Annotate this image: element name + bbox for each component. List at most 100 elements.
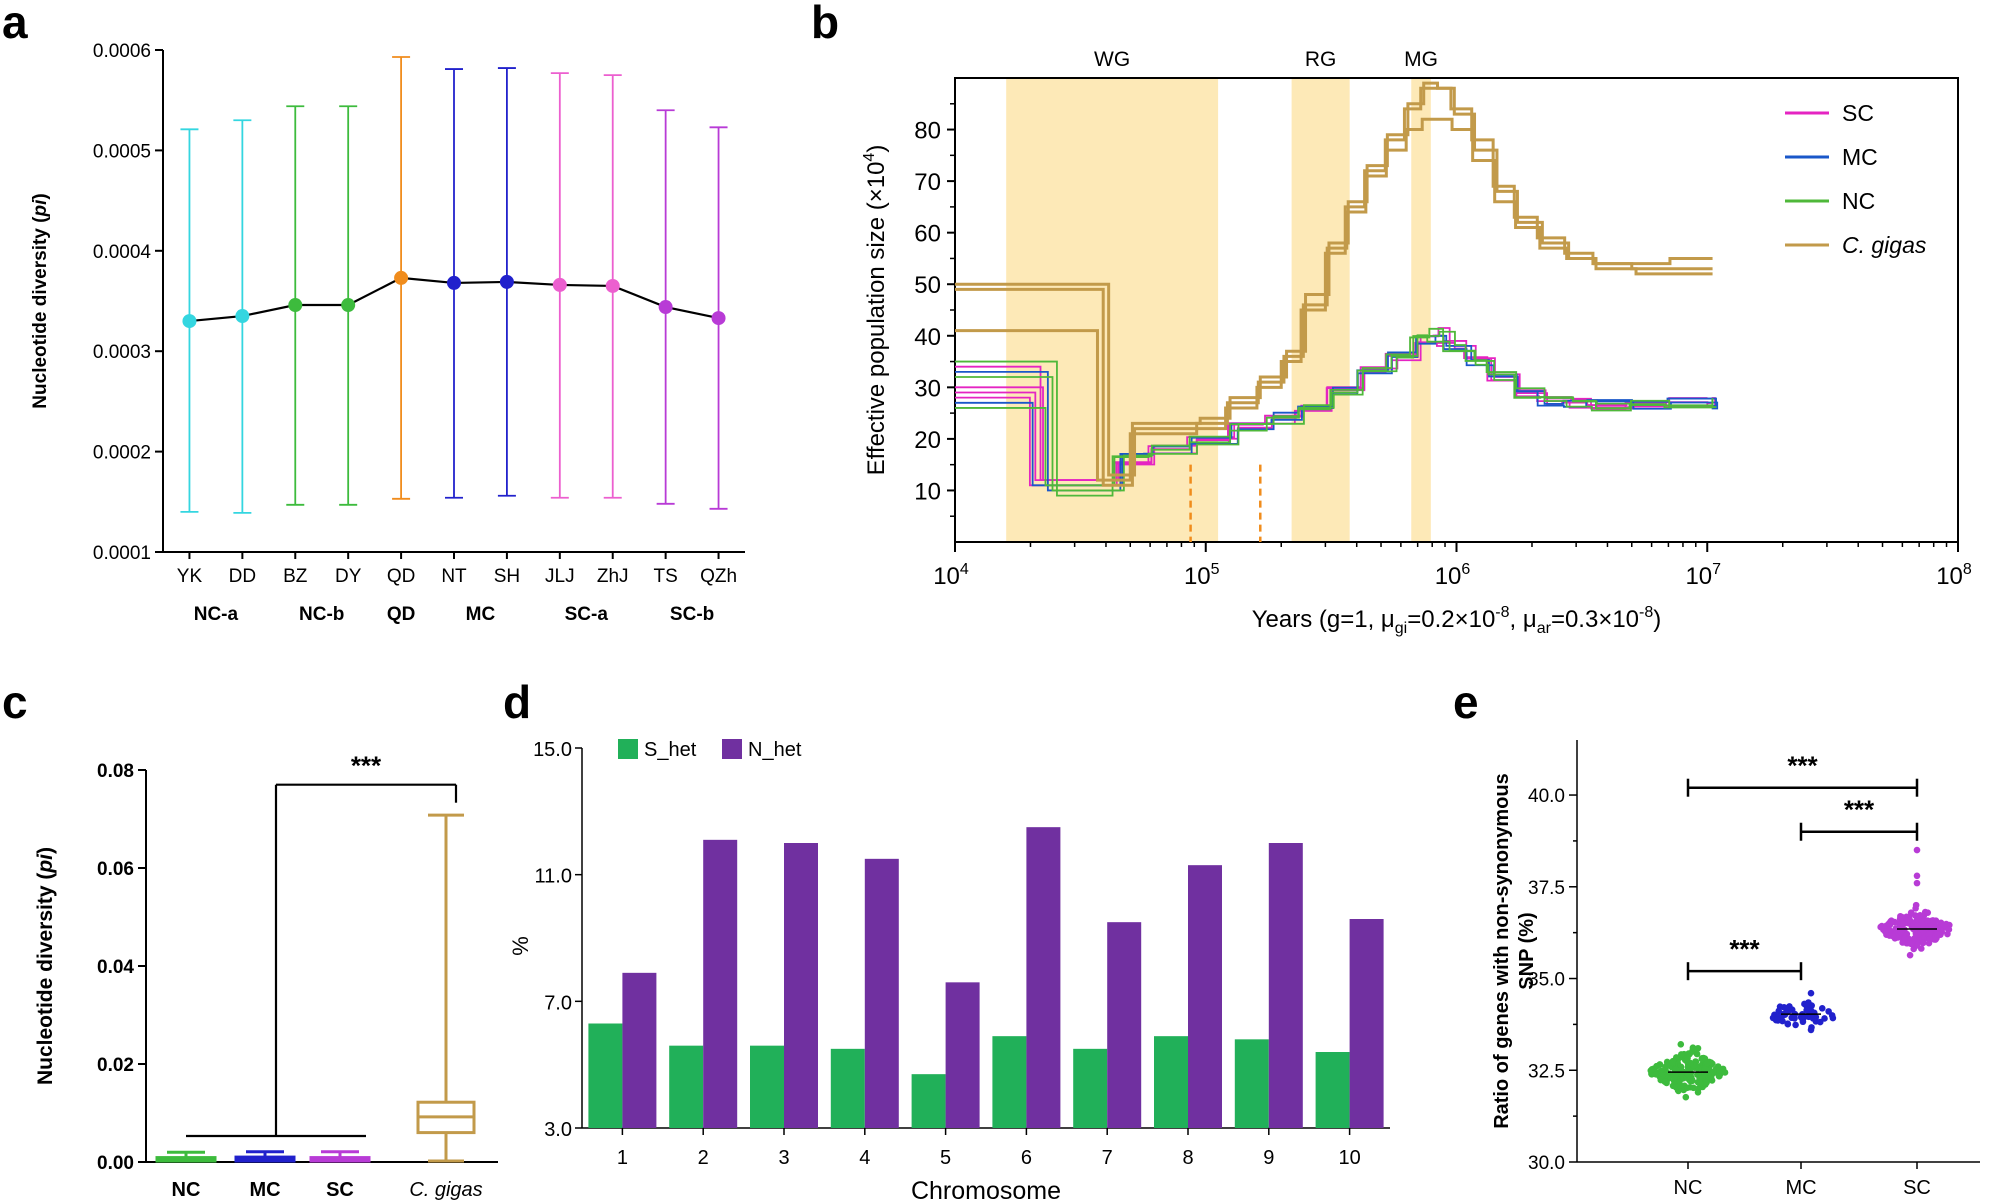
panel-letter-a: a: [2, 0, 28, 48]
data-point-MC: [1816, 1018, 1824, 1026]
y-tick-label: 0.04: [97, 957, 134, 978]
group-label-NC-a: NC-a: [194, 604, 239, 625]
data-point-SC: [1886, 932, 1893, 939]
y-tick-label: 37.5: [1528, 878, 1565, 899]
panel-a-chart: 0.0001 0.0002 0.0003 0.0004 0.0005 0.0006 Nucl…: [30, 41, 745, 625]
yl-end: ): [863, 145, 890, 153]
legend-label-MC: MC: [1842, 144, 1878, 170]
y-label-part: Nucleotide diversity (: [34, 873, 57, 1085]
data-point-QZh: [711, 311, 726, 326]
data-point-SC: [1912, 901, 1920, 909]
data-point-NC: [1683, 1057, 1690, 1065]
x-tick-label-4: 4: [859, 1147, 870, 1169]
y-axis-label: Nucleotide diversity (pi): [30, 193, 51, 408]
data-point-MC: [1792, 1021, 1799, 1029]
data-point-SC: [1899, 914, 1907, 921]
legend-label-SC: SC: [1842, 100, 1874, 126]
outlier-point-MC: [1807, 1026, 1815, 1034]
x-tick-label-9: 9: [1263, 1147, 1274, 1169]
data-point-SC: [1913, 941, 1921, 949]
data-point-MC: [1782, 1004, 1790, 1012]
data-point-SC: [1919, 939, 1927, 947]
data-point-SC: [1914, 931, 1922, 938]
y-label-part: Nucleotide diversity (: [30, 216, 51, 409]
data-point-NC: [1653, 1062, 1660, 1070]
x-tick-exp: 4: [960, 561, 969, 578]
data-point-MC: [1784, 1020, 1792, 1028]
x-tick-exp: 8: [1963, 561, 1972, 578]
x-tick-label: 104: [933, 561, 969, 590]
x-tick-label-MC: MC: [1785, 1177, 1816, 1199]
x-tick-label: 105: [1184, 561, 1220, 590]
y-tick-label: 80: [914, 118, 941, 145]
xl-h: -8: [1639, 604, 1653, 621]
data-point-SC: [1901, 934, 1909, 942]
xl-e: , μ: [1510, 606, 1537, 633]
panel-letter-c: c: [2, 676, 28, 728]
x-tick-label: 108: [1936, 561, 1972, 590]
data-point-NC: [1703, 1079, 1710, 1086]
x-tick-label-QD: QD: [387, 566, 416, 587]
y-axis-label: Effective population size (×104): [861, 145, 890, 476]
xl-c: =0.2×10: [1407, 606, 1495, 633]
x-tick-label-NC: NC: [1674, 1177, 1703, 1199]
x-tick-label-2: 2: [698, 1147, 709, 1169]
data-point-MC: [1825, 1008, 1832, 1015]
y-tick-label: 10: [914, 478, 941, 505]
data-point-SC: [1924, 917, 1931, 924]
data-point-SC: [1924, 909, 1932, 916]
y-tick-label: 70: [914, 169, 941, 196]
y-tick-label: 40: [914, 324, 941, 351]
group-label-QD: QD: [387, 604, 416, 625]
series-line-c-gigas: [955, 81, 1713, 487]
x-tick-label-SH: SH: [494, 566, 520, 587]
data-point-SC: [1915, 912, 1923, 920]
x-tick-label-5: 5: [940, 1147, 951, 1169]
bar-S_het-2: [669, 1045, 704, 1128]
panel-c-chart: 0.00 0.02 0.04 0.06 0.08 Nucleotide diversity…: [34, 751, 498, 1201]
bar-S_het-8: [1154, 1036, 1188, 1128]
legend-swatch-S_het: [618, 739, 638, 759]
bar-S_het-10: [1315, 1052, 1350, 1128]
group-label-SC-a: SC-a: [565, 604, 609, 625]
y-tick-label: 0.0003: [93, 342, 151, 363]
data-point-DY: [341, 298, 356, 313]
y-tick-label: 35.0: [1528, 970, 1565, 991]
data-point-MC: [1818, 1005, 1826, 1012]
bar-S_het-4: [830, 1048, 865, 1128]
outlier-point-NC: [1694, 1044, 1702, 1052]
data-point-JLJ: [552, 277, 567, 292]
data-point-SC: [1932, 936, 1939, 943]
data-point-SC: [1941, 921, 1948, 929]
y-label-end: ): [34, 847, 57, 854]
data-point-MC: [1779, 1017, 1786, 1025]
data-point-NC: [1672, 1054, 1680, 1061]
x-tick-exp: 6: [1461, 561, 1470, 578]
data-point-NC: [1677, 1041, 1685, 1048]
y-tick-label: 0.02: [97, 1055, 134, 1076]
region-label-RG: RG: [1305, 48, 1337, 71]
y-axis-label-line2: SNP (%): [1516, 912, 1538, 989]
y-tick-label: 11.0: [535, 866, 572, 888]
yl-main: Effective population size (×10: [863, 162, 890, 476]
data-point-NC: [1663, 1061, 1671, 1069]
xl-b: gi: [1395, 620, 1407, 637]
bar-S_het-6: [992, 1036, 1027, 1128]
region-MG: [1411, 78, 1431, 542]
xl-a: Years (g=1, μ: [1252, 606, 1395, 633]
xl-g: =0.3×10: [1551, 606, 1639, 633]
data-point-MC: [1774, 1016, 1781, 1023]
data-point-NC: [1683, 1084, 1691, 1092]
y-tick-label: 0.00: [97, 1153, 134, 1174]
x-tick-label: 106: [1435, 561, 1471, 590]
data-point-SC: [1907, 940, 1914, 947]
xl-f: ar: [1537, 620, 1552, 637]
data-point-NC: [1715, 1072, 1723, 1080]
y-label-italic: pi: [30, 199, 51, 218]
y-tick-label: 30.0: [1528, 1153, 1565, 1174]
x-tick-label-SC: SC: [326, 1179, 354, 1201]
y-tick-label: 0.06: [97, 859, 134, 880]
x-tick-label-1: 1: [617, 1147, 628, 1169]
